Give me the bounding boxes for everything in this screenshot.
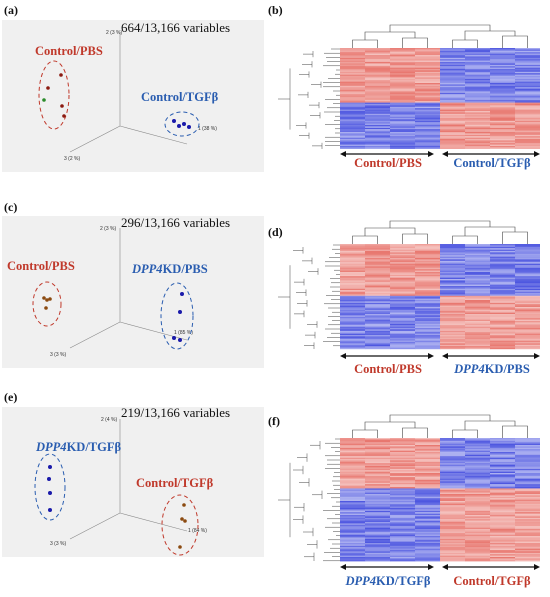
data-point: [177, 124, 181, 128]
cluster-ellipse-red-c: [32, 281, 62, 327]
dendrogram-top: [352, 24, 528, 48]
heatmap-f-right-label: Control/TGFβ: [453, 574, 531, 588]
pca-axis-y-e: 2 (4 %): [101, 417, 117, 423]
data-point: [48, 508, 52, 512]
data-point: [48, 491, 52, 495]
panel-label-c: (c): [4, 200, 18, 214]
dendrogram-top: [352, 414, 528, 438]
heatmap-d: [278, 220, 540, 350]
pca-plot-a: 2 (3 %) 1 (38 %) 3 (2 %): [2, 20, 264, 172]
heatmap-f: [278, 414, 540, 562]
cluster-ellipse-blue-a: [164, 111, 200, 137]
data-point: [42, 296, 46, 300]
data-point: [62, 114, 66, 118]
pca-axis-z-c: 3 (3 %): [50, 352, 66, 358]
data-point: [182, 122, 186, 126]
group-label-c-1: Control/PBS: [7, 259, 75, 273]
heatmap-b-left-label: Control/PBS: [354, 156, 422, 170]
dendrogram-top: [352, 220, 528, 244]
pca-axis-y-c: 2 (3 %): [100, 226, 116, 232]
data-point: [45, 298, 49, 302]
cluster-ellipse-blue-c: [160, 282, 194, 350]
heatmap-f-left-label: DPP4KD/TGFβ: [345, 574, 431, 588]
cluster-ellipse-red-a: [38, 60, 70, 130]
data-point: [48, 297, 52, 301]
heatmap-bracket-f: [340, 564, 540, 570]
pca-axis-x-e: 1 (84 %): [188, 528, 207, 534]
variables-count-e: 219/13,166 variables: [121, 405, 231, 420]
pca-axes-a: 2 (3 %) 1 (38 %) 3 (2 %): [38, 30, 217, 162]
heatmap-d-left-label: Control/PBS: [354, 362, 422, 376]
heatmap-b: [278, 24, 540, 149]
data-point: [42, 98, 46, 102]
data-point: [47, 477, 51, 481]
dendrogram-left: [278, 48, 340, 149]
pca-axis-z-a: 3 (2 %): [64, 156, 80, 162]
group-label-a-2: Control/TGFβ: [141, 90, 219, 104]
data-point: [172, 336, 176, 340]
panel-label-d: (d): [268, 225, 283, 239]
data-point: [182, 503, 186, 507]
data-point: [187, 125, 191, 129]
data-point: [48, 465, 52, 469]
pca-axis-x-a: 1 (38 %): [198, 126, 217, 132]
group-label-a-1: Control/PBS: [35, 44, 103, 58]
data-point: [46, 86, 50, 90]
variables-count-a: 664/13,166 variables: [121, 20, 231, 35]
group-label-e-1: DPP4KD/TGFβ: [36, 440, 122, 454]
heatmap-bracket-d: [340, 353, 540, 359]
cluster-ellipse-red-e: [161, 494, 199, 556]
data-point: [60, 104, 64, 108]
heatmap-d-right-label: DPP4KD/PBS: [454, 362, 530, 376]
pca-axis-y-a: 2 (3 %): [106, 30, 122, 36]
pca-plot-c: 2 (3 %) 1 (85 %) 3 (3 %): [2, 216, 264, 368]
panel-label-b: (b): [268, 3, 283, 17]
data-point: [183, 519, 187, 523]
variables-count-c: 296/13,166 variables: [121, 215, 231, 230]
heatmap-bracket-b: [340, 151, 540, 157]
data-point: [178, 545, 182, 549]
data-point: [44, 306, 48, 310]
group-label-c-2: DPP4KD/PBS: [132, 262, 208, 276]
cluster-ellipse-blue-e: [34, 453, 66, 521]
dendrogram-left: [278, 244, 340, 349]
pca-plot-e: 2 (4 %) 1 (84 %) 3 (3 %): [2, 407, 264, 557]
data-point: [180, 517, 184, 521]
panel-label-f: (f): [268, 414, 280, 428]
pca-axes-c: 2 (3 %) 1 (85 %) 3 (3 %): [32, 226, 194, 358]
data-point: [178, 338, 182, 342]
data-point: [180, 292, 184, 296]
data-point: [59, 73, 63, 77]
panel-label-e: (e): [4, 390, 18, 404]
pca-axis-x-c: 1 (85 %): [174, 330, 193, 336]
heatmap-b-right-label: Control/TGFβ: [453, 156, 531, 170]
data-point: [178, 310, 182, 314]
data-point: [172, 119, 176, 123]
pca-axes-e: 2 (4 %) 1 (84 %) 3 (3 %): [34, 417, 207, 556]
pca-axis-z-e: 3 (3 %): [50, 541, 66, 547]
panel-label-a: (a): [4, 3, 18, 17]
group-label-e-2: Control/TGFβ: [136, 476, 214, 490]
dendrogram-left: [278, 438, 340, 562]
